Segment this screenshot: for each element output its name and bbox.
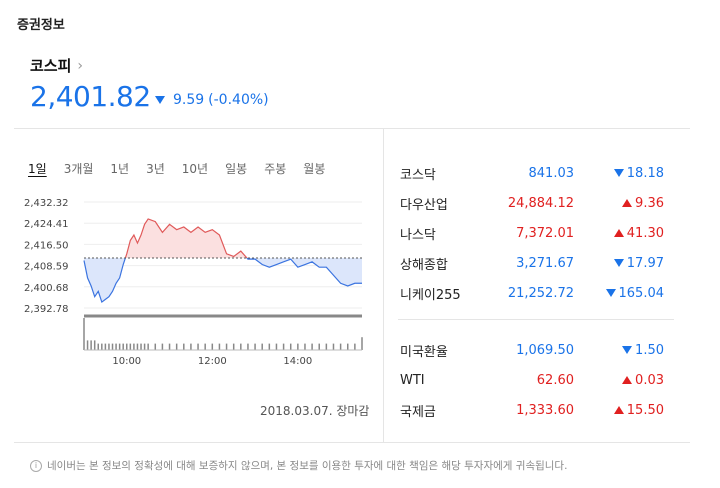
market-table: 코스닥 841.03 18.18 다우산업 24,884.12 9.36 나스닥… — [400, 158, 674, 308]
tab-weekly-candle[interactable]: 주봉 — [264, 162, 287, 176]
market-value: 21,252.72 — [507, 285, 574, 301]
disclaimer: i 네이버는 본 정보의 정확성에 대해 보증하지 않으며, 본 정보를 이용한… — [30, 458, 567, 473]
tab-monthly-candle[interactable]: 월봉 — [303, 162, 326, 176]
market-value: 3,271.67 — [516, 255, 574, 271]
market-change-value: 18.18 — [626, 165, 664, 181]
fx-change-value: 15.50 — [626, 402, 664, 418]
fx-change: 0.03 — [574, 373, 664, 388]
fx-row[interactable]: WTI 62.60 0.03 — [400, 365, 674, 395]
tab-1day[interactable]: 1일 — [28, 162, 47, 176]
x-tick-label: 12:00 — [198, 356, 227, 367]
fx-row[interactable]: 국제금 1,333.60 15.50 — [400, 395, 674, 425]
up-arrow-icon — [613, 406, 624, 414]
fx-value: 1,333.60 — [516, 402, 574, 418]
down-arrow-icon — [155, 96, 165, 104]
fx-row[interactable]: 미국환율 1,069.50 1.50 — [400, 335, 674, 365]
y-tick-label: 2,424.41 — [24, 219, 69, 230]
market-change-value: 41.30 — [626, 225, 664, 241]
down-arrow-icon — [613, 259, 624, 267]
tab-3month[interactable]: 3개월 — [63, 162, 94, 176]
panel-divider-vertical — [383, 128, 384, 442]
tab-3year[interactable]: 3년 — [146, 162, 165, 176]
section-title: 증권정보 — [17, 18, 65, 33]
fx-value: 1,069.50 — [516, 342, 574, 358]
index-change-value: 9.59 — [173, 92, 205, 108]
chevron-right-icon: › — [77, 57, 84, 74]
date-label: 2018.03.07. 장마감 — [260, 404, 370, 418]
index-name-link[interactable]: 코스피 › — [30, 55, 83, 76]
market-row[interactable]: 니케이255 21,252.72 165.04 — [400, 278, 674, 308]
market-value: 24,884.12 — [507, 195, 574, 211]
fx-change-value: 0.03 — [635, 372, 664, 388]
period-tabs: 1일 3개월 1년 3년 10년 일봉 주봉 월봉 — [28, 160, 342, 177]
fx-change-value: 1.50 — [635, 342, 664, 358]
fx-value: 62.60 — [536, 372, 574, 388]
tab-10year[interactable]: 10년 — [181, 162, 209, 176]
market-change: 165.04 — [574, 286, 664, 301]
fx-name: WTI — [400, 372, 425, 388]
panel-divider-bottom — [14, 442, 690, 443]
up-arrow-icon — [622, 199, 633, 207]
y-tick-label: 2,392.78 — [24, 304, 69, 315]
market-value: 7,372.01 — [516, 225, 574, 241]
fx-name: 국제금 — [400, 404, 436, 420]
market-change: 17.97 — [574, 256, 664, 271]
fx-commodity-table: 미국환율 1,069.50 1.50 WTI 62.60 0.03 국제금 1,… — [400, 335, 674, 425]
fx-change: 1.50 — [574, 343, 664, 358]
up-arrow-icon — [613, 229, 624, 237]
index-value: 2,401.82 — [30, 80, 151, 113]
fx-change: 15.50 — [574, 403, 664, 418]
disclaimer-text: 네이버는 본 정보의 정확성에 대해 보증하지 않으며, 본 정보를 이용한 투… — [47, 460, 568, 472]
down-arrow-icon — [605, 289, 616, 297]
x-tick-label: 14:00 — [283, 356, 312, 367]
panel-divider-top — [14, 128, 690, 129]
market-change-value: 9.36 — [635, 195, 664, 211]
market-name: 니케이255 — [400, 287, 461, 303]
down-arrow-icon — [613, 169, 624, 177]
index-change: 9.59 (-0.40%) — [155, 92, 269, 108]
market-change: 41.30 — [574, 226, 664, 241]
area-above-baseline — [84, 218, 362, 259]
market-change: 9.36 — [574, 196, 664, 211]
down-arrow-icon — [622, 346, 633, 354]
market-row[interactable]: 다우산업 24,884.12 9.36 — [400, 188, 674, 218]
info-icon: i — [30, 459, 42, 472]
market-table-divider — [398, 319, 674, 320]
y-tick-label: 2,400.68 — [24, 283, 69, 294]
area-below-baseline — [84, 258, 362, 303]
up-arrow-icon — [622, 376, 633, 384]
market-name: 코스닥 — [400, 167, 436, 183]
market-name: 상해종합 — [400, 257, 448, 273]
market-row[interactable]: 코스닥 841.03 18.18 — [400, 158, 674, 188]
market-change: 18.18 — [574, 166, 664, 181]
market-name: 나스닥 — [400, 227, 436, 243]
y-tick-label: 2,416.50 — [24, 240, 69, 251]
index-name: 코스피 — [30, 57, 72, 75]
series-line-down — [83, 258, 362, 304]
price-chart: 2,432.32 2,424.41 2,416.50 2,408.59 2,400.68… — [24, 198, 363, 367]
tab-daily-candle[interactable]: 일봉 — [225, 162, 248, 176]
market-name: 다우산업 — [400, 197, 448, 213]
fx-name: 미국환율 — [400, 344, 448, 360]
series-line-up — [124, 218, 248, 259]
market-row[interactable]: 나스닥 7,372.01 41.30 — [400, 218, 674, 248]
market-row[interactable]: 상해종합 3,271.67 17.97 — [400, 248, 674, 278]
tab-1year[interactable]: 1년 — [110, 162, 130, 176]
y-tick-label: 2,408.59 — [24, 262, 69, 273]
y-tick-label: 2,432.32 — [24, 198, 69, 209]
market-change-value: 165.04 — [618, 285, 665, 301]
market-value: 841.03 — [528, 165, 575, 181]
market-change-value: 17.97 — [626, 255, 664, 271]
x-tick-label: 10:00 — [112, 356, 141, 367]
index-change-pct: (-0.40%) — [208, 92, 269, 108]
